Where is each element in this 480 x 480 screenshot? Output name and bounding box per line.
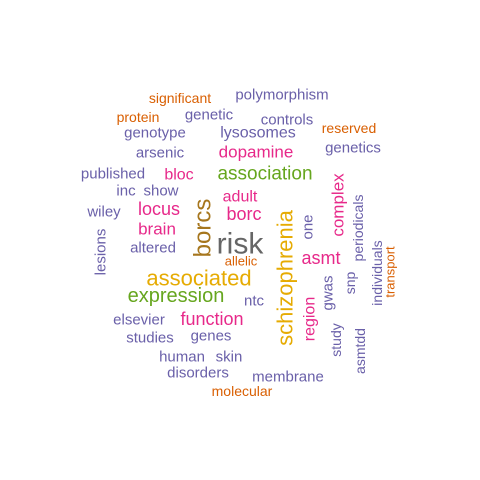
word-adult: adult [223, 189, 258, 206]
word-locus: locus [138, 199, 180, 219]
word-genotype: genotype [124, 125, 186, 142]
word-association: association [217, 164, 312, 185]
word-controls: controls [261, 112, 314, 129]
word-borcs: borcs [190, 199, 217, 258]
word-wiley: wiley [86, 204, 121, 221]
word-published: published [81, 166, 145, 183]
word-human: human [159, 349, 205, 366]
word-genes: genes [191, 328, 232, 345]
word-significant: significant [149, 90, 211, 106]
word-schizophrenia: schizophrenia [273, 209, 298, 346]
word-show: show [143, 183, 178, 200]
word-inc: inc [116, 183, 136, 200]
word-brain: brain [138, 220, 176, 239]
word-lysosomes: lysosomes [220, 125, 296, 142]
word-disorders: disorders [167, 365, 229, 382]
word-snp: snp [342, 272, 358, 295]
word-lesions: lesions [93, 229, 110, 276]
word-altered: altered [130, 240, 176, 257]
word-risk: risk [217, 228, 265, 261]
word-allelic: allelic [225, 254, 258, 269]
word-molecular: molecular [212, 383, 273, 399]
word-ntc: ntc [244, 293, 265, 310]
word-expression: expression [128, 285, 225, 307]
word-region: region [302, 297, 319, 341]
word-periodicals: periodicals [350, 195, 366, 262]
word-transport: transport [383, 246, 398, 298]
word-bloc: bloc [164, 167, 193, 184]
word-genetics: genetics [325, 140, 381, 157]
word-function: function [180, 309, 243, 329]
word-protein: protein [117, 109, 160, 125]
word-genetic: genetic [185, 107, 234, 124]
word-associated: associated [146, 266, 251, 291]
word-studies: studies [126, 330, 174, 347]
word-reserved: reserved [322, 120, 376, 136]
word-one: one [300, 214, 317, 239]
word-membrane: membrane [252, 369, 324, 386]
word-arsenic: arsenic [136, 145, 185, 162]
word-asmt: asmt [301, 248, 340, 268]
word-individuals: individuals [369, 240, 385, 305]
word-complex: complex [329, 173, 348, 237]
word-study: study [328, 323, 344, 356]
word-dopamine: dopamine [219, 143, 294, 162]
word-skin: skin [216, 349, 243, 366]
word-elsevier: elsevier [113, 312, 165, 329]
word-polymorphism: polymorphism [235, 87, 328, 104]
word-gwas: gwas [320, 275, 337, 310]
word-asmtdd: asmtdd [352, 328, 368, 374]
word-borc: borc [226, 204, 261, 224]
